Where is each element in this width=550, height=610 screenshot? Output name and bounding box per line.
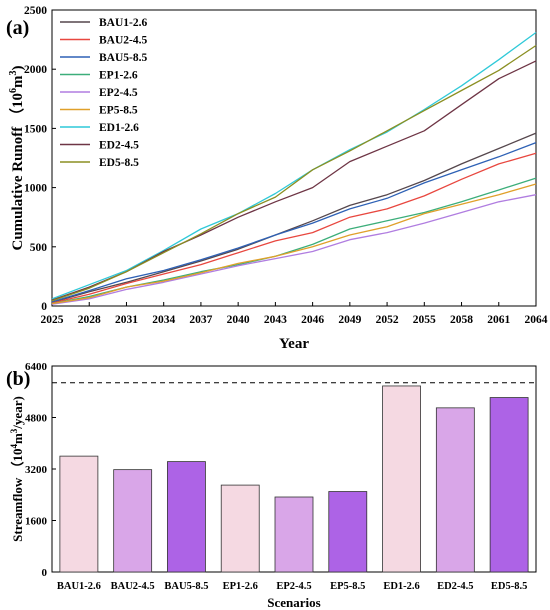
axis-ticks-b: 0 1600 3200 4800 6400 BAU1-2.6 BAU2-4.5 BAU5-8.… — [25, 361, 527, 592]
axis-ticks-a: 2025 2028 2031 2034 2037 2040 2043 2046 2049 2052… — [24, 5, 548, 326]
x-tick-label: 2058 — [450, 314, 473, 326]
y-axis-label-a: Cumulative Runoff （106m3) — [8, 65, 26, 250]
y-tick-label: 0 — [41, 301, 47, 313]
y-tick-label: 2000 — [24, 64, 47, 76]
x-tick-label: 2034 — [152, 314, 175, 326]
legend-entry: BAU2-4.5 — [99, 35, 147, 47]
x-tick-label: ED5-8.5 — [491, 581, 527, 592]
bar-ep1-2-6 — [220, 484, 260, 573]
y-tick-label: 500 — [30, 242, 48, 254]
legend-entry: ED1-2.6 — [99, 122, 139, 134]
y-tick-label: 1600 — [25, 516, 48, 528]
y-axis-label-a-unit-exp: 6 — [8, 88, 19, 93]
x-axis-label-b: Scenarios — [267, 595, 320, 610]
bar-ed1-2-6 — [382, 385, 421, 573]
y-axis-label-a-unit-base: 10 — [10, 93, 26, 108]
panel-label-b: (b) — [6, 368, 30, 390]
x-tick-label: 2052 — [376, 314, 399, 326]
bar-ep5-8-5 — [328, 491, 368, 573]
x-tick-label: 2028 — [78, 314, 101, 326]
bar-bau1-2-6 — [59, 455, 99, 573]
series-line-ed5-8-5 — [51, 44, 537, 302]
x-tick-label: 2037 — [189, 314, 212, 326]
x-tick-label: 2061 — [487, 314, 510, 326]
y-axis-label-a-text: Cumulative Runoff — [10, 126, 26, 251]
x-tick-label: 2031 — [115, 314, 138, 326]
x-tick-label: 2040 — [227, 314, 250, 326]
x-tick-label: BAU1-2.6 — [57, 581, 101, 592]
y-axis-label-b-unit-exp: 4 — [9, 444, 19, 449]
x-tick-label: 2049 — [338, 314, 361, 326]
bar-ed2-4-5 — [435, 407, 475, 573]
bars — [59, 385, 529, 573]
y-axis-label-a-unit-m-exp: 3 — [8, 70, 19, 75]
x-tick-label: BAU5-8.5 — [164, 581, 208, 592]
y-axis-label-a-unit-m: m — [10, 75, 26, 88]
y-tick-label: 4800 — [25, 413, 48, 425]
x-tick-label: ED2-4.5 — [437, 581, 473, 592]
x-tick-label: BAU2-4.5 — [111, 581, 155, 592]
x-tick-label: 2043 — [264, 314, 287, 326]
legend-entry: EP2-4.5 — [99, 87, 138, 99]
x-tick-label: EP5-8.5 — [330, 581, 365, 592]
y-axis-label-b-unit-close: ) — [10, 396, 25, 400]
y-axis-label-b-unit-open: （ — [10, 462, 25, 475]
legend-entry: EP1-2.6 — [99, 70, 138, 82]
x-tick-label: 2025 — [41, 314, 64, 326]
y-tick-label: 6400 — [25, 361, 48, 373]
x-axis-label-a: Year — [279, 336, 309, 352]
x-tick-label: 2055 — [413, 314, 436, 326]
panel-label-a: (a) — [6, 17, 29, 39]
series-line-ep5-8-5 — [51, 183, 537, 305]
y-tick-label: 0 — [42, 567, 48, 579]
legend-entry: BAU1-2.6 — [99, 17, 147, 29]
y-axis-label-a-unit-open: （ — [8, 108, 26, 123]
y-axis-label-a-unit-close: ) — [10, 65, 26, 70]
legend-entry: ED2-4.5 — [99, 140, 139, 152]
y-axis-label-b-unit-m-exp: 3 — [9, 428, 19, 433]
y-axis-label-b-unit-m: m — [10, 433, 25, 444]
bar-ep2-4-5 — [274, 496, 314, 573]
series-line-bau1-2-6 — [51, 132, 537, 304]
series-line-ed1-2-6 — [51, 31, 537, 300]
x-tick-label: EP1-2.6 — [223, 581, 258, 592]
legend-entry: EP5-8.5 — [99, 105, 138, 117]
legend: BAU1-2.6 BAU2-4.5 BAU5-8.5 EP1-2.6 EP2-4.5 EP… — [60, 17, 147, 169]
legend-entry: BAU5-8.5 — [99, 52, 147, 64]
y-tick-label: 2500 — [24, 5, 47, 17]
series-line-ep1-2-6 — [51, 177, 537, 305]
series-line-bau5-8-5 — [51, 141, 537, 303]
y-tick-label: 3200 — [25, 464, 48, 476]
x-tick-label: 2064 — [525, 314, 548, 326]
line-chart-panel: (a) 2025 2028 2031 2034 2037 2040 2043 2046 2049… — [6, 5, 548, 352]
y-axis-label-b-unit-base: 10 — [10, 449, 25, 462]
y-axis-label-b: Streamflow （104m3/year) — [9, 396, 25, 542]
series-line-bau2-4-5 — [51, 152, 537, 304]
legend-entry: ED5-8.5 — [99, 157, 139, 169]
bar-ed5-8-5 — [489, 397, 529, 573]
x-tick-label: 2046 — [301, 314, 324, 326]
bar-bau5-8-5 — [167, 461, 206, 573]
bar-chart-panel: (b) 0 1600 3200 4800 6400 BAU1-2.6 BAU2-4.5 BAU… — [6, 361, 537, 610]
x-tick-label: EP2-4.5 — [276, 581, 311, 592]
bar-bau2-4-5 — [113, 469, 153, 573]
y-axis-label-b-unit-tail: /year — [10, 400, 25, 429]
series-line-ep2-4-5 — [51, 194, 537, 305]
plot-frame-a — [51, 9, 537, 307]
x-tick-label: ED1-2.6 — [383, 581, 419, 592]
y-axis-label-b-text: Streamflow — [10, 477, 25, 542]
y-tick-label: 1500 — [24, 123, 47, 135]
y-tick-label: 1000 — [24, 183, 47, 195]
series-lines — [51, 31, 537, 305]
